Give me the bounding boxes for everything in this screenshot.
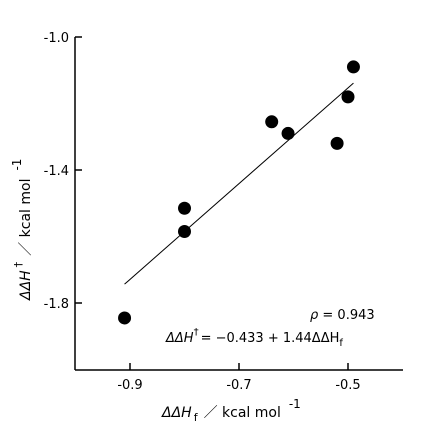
data-point — [346, 60, 360, 74]
y-tick-label: -1.0 — [44, 31, 69, 46]
data-point — [118, 311, 132, 325]
fit-equation: ΔΔH† = −0.433 + 1.44ΔΔHf — [165, 327, 343, 349]
x-tick-label: -0.7 — [226, 378, 251, 393]
rho-annotation: ρ = 0.943 — [310, 308, 375, 323]
fit-line-group — [124, 82, 354, 285]
y-tick-label: -1.8 — [44, 297, 69, 312]
data-points — [118, 60, 360, 325]
y-axis-title: ΔΔH†／ kcal mol-1 — [10, 159, 34, 301]
data-point — [341, 90, 355, 104]
data-point — [265, 115, 279, 129]
x-tick-label: -0.5 — [335, 378, 360, 393]
fit-line — [124, 82, 354, 285]
data-point — [330, 136, 344, 150]
x-tick-label: -0.9 — [117, 378, 142, 393]
data-point — [178, 225, 191, 239]
x-axis-title: ΔΔH f ／ kcal mol-1 — [161, 397, 301, 424]
data-point — [281, 126, 295, 140]
ticks: -0.9 -0.7 -0.5 -1.0 -1.4 -1.8 — [44, 31, 361, 393]
data-point — [178, 201, 191, 215]
y-tick-label: -1.4 — [44, 164, 69, 179]
